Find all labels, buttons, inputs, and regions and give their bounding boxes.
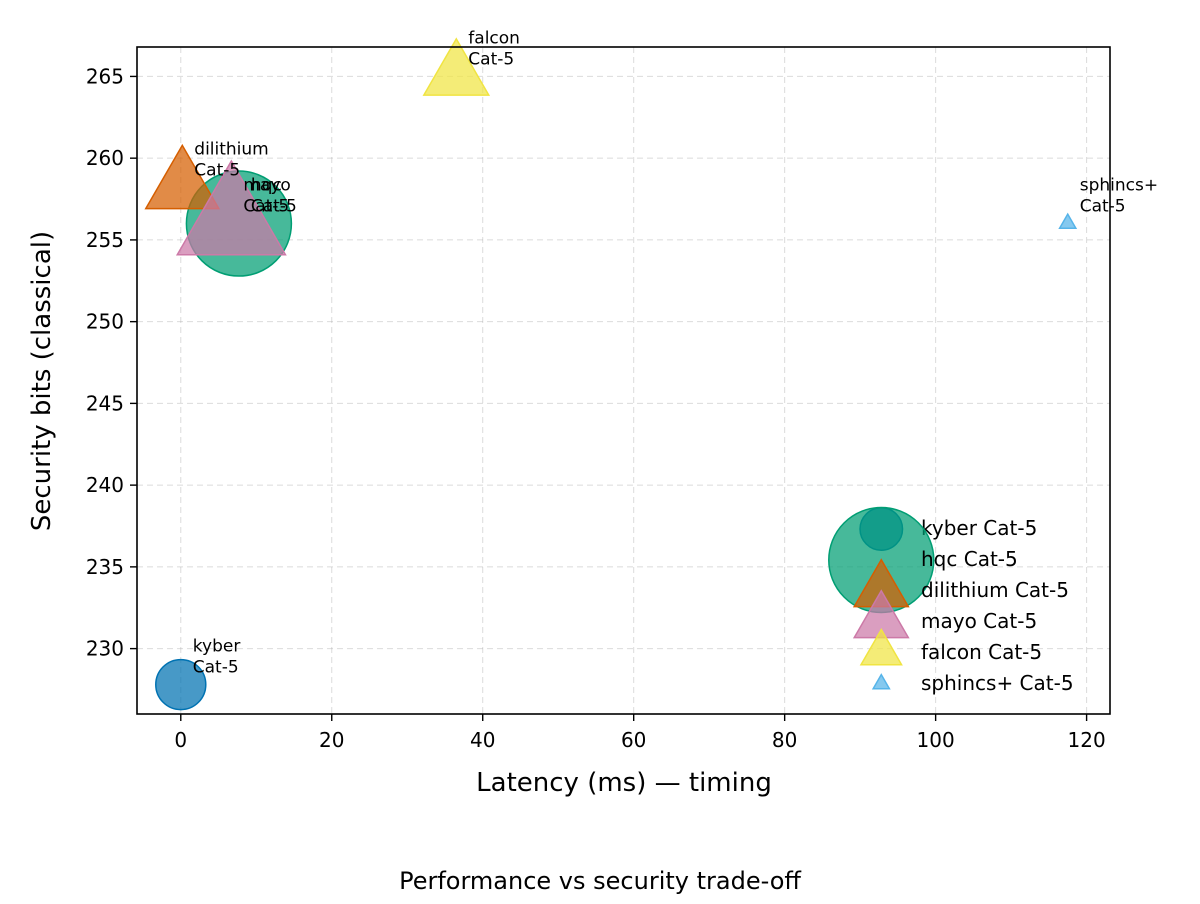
legend-label: dilithium Cat-5 bbox=[921, 578, 1069, 602]
data-point-falcon bbox=[422, 37, 491, 96]
data-point-mayo bbox=[175, 159, 287, 256]
x-tick-label: 20 bbox=[319, 728, 344, 752]
chart-title: Performance vs security trade-off bbox=[399, 867, 801, 895]
y-tick-label: 230 bbox=[86, 637, 124, 661]
point-layer bbox=[144, 37, 1078, 711]
point-label-name: hqc bbox=[251, 176, 282, 196]
point-label-name: sphincs+ bbox=[1080, 176, 1158, 196]
x-tick-label: 60 bbox=[621, 728, 646, 752]
label-layer: kyberCat-5hqcCat-5dilithiumCat-5mayoCat-… bbox=[193, 28, 1158, 677]
legend: kyber Cat-5 hqc Cat-5 dilithium Cat-5 mayo … bbox=[828, 506, 1074, 695]
y-tick-label: 255 bbox=[86, 228, 124, 252]
x-axis-label: Latency (ms) — timing bbox=[476, 768, 772, 798]
point-label-category: Cat-5 bbox=[468, 49, 514, 69]
x-tick-label: 120 bbox=[1068, 728, 1106, 752]
y-tick-label: 240 bbox=[86, 473, 124, 497]
legend-label: sphincs+ Cat-5 bbox=[921, 671, 1074, 695]
x-tick-label: 80 bbox=[772, 728, 797, 752]
point-label-category: Cat-5 bbox=[243, 197, 289, 217]
data-point-sphincs bbox=[1058, 212, 1078, 229]
point-label-name: falcon bbox=[468, 28, 520, 48]
tick-layer: 0 20 40 60 80 100 120 230 235 240 245 250 255 260 265 bbox=[86, 64, 1106, 752]
y-tick-label: 235 bbox=[86, 555, 124, 579]
data-point-kyber bbox=[155, 658, 207, 711]
plot-frame bbox=[136, 46, 1111, 715]
y-axis-label: Security bits (classical) bbox=[27, 231, 57, 531]
legend-label: kyber Cat-5 bbox=[921, 516, 1037, 540]
grid-layer bbox=[137, 47, 1110, 714]
x-tick-label: 0 bbox=[174, 728, 187, 752]
legend-label: mayo Cat-5 bbox=[921, 609, 1037, 633]
y-tick-label: 265 bbox=[86, 64, 124, 88]
legend-label: falcon Cat-5 bbox=[921, 640, 1042, 664]
y-tick-label: 260 bbox=[86, 146, 124, 170]
plot-area bbox=[137, 47, 1110, 714]
y-tick-label: 250 bbox=[86, 310, 124, 334]
point-label-category: Cat-5 bbox=[194, 161, 240, 181]
x-tick-label: 100 bbox=[917, 728, 955, 752]
point-label-name: kyber bbox=[193, 637, 241, 657]
y-tick-label: 245 bbox=[86, 391, 124, 415]
point-label-category: Cat-5 bbox=[251, 197, 297, 217]
point-label-name: dilithium bbox=[194, 140, 268, 160]
legend-label: hqc Cat-5 bbox=[921, 547, 1018, 571]
point-label-name: mayo bbox=[243, 176, 290, 196]
legend-marker bbox=[859, 628, 903, 666]
x-tick-label: 40 bbox=[470, 728, 495, 752]
point-label-category: Cat-5 bbox=[1080, 197, 1126, 217]
data-point-dilithium bbox=[144, 143, 221, 210]
point-label-category: Cat-5 bbox=[193, 658, 239, 678]
legend-marker bbox=[871, 673, 891, 690]
